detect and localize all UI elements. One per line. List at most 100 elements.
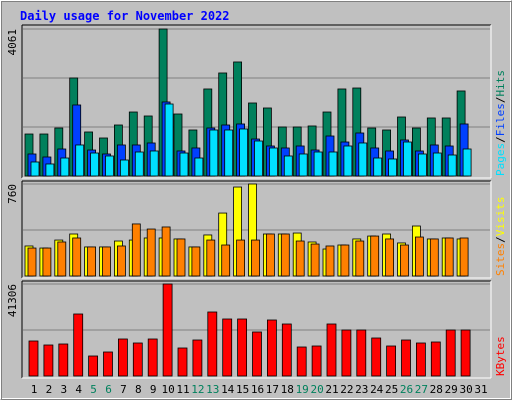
x-tick-label: 24 xyxy=(370,383,384,396)
bar xyxy=(430,341,441,377)
bar xyxy=(254,140,263,177)
bar xyxy=(447,154,457,177)
bar xyxy=(386,345,397,377)
bar xyxy=(102,246,111,277)
bar xyxy=(295,240,305,277)
bar xyxy=(30,161,40,177)
x-tick-label: 29 xyxy=(445,383,458,396)
bar xyxy=(432,152,442,177)
x-tick-label: 30 xyxy=(459,383,472,396)
bar xyxy=(222,318,233,377)
bar xyxy=(75,144,85,177)
bar xyxy=(179,152,189,177)
x-tick-label: 27 xyxy=(415,383,428,396)
bar xyxy=(355,240,365,277)
bar xyxy=(60,157,70,177)
bar xyxy=(281,323,292,377)
legend-entry: Hits xyxy=(494,70,507,97)
bar xyxy=(462,148,472,177)
x-tick-label: 2 xyxy=(46,383,53,396)
x-tick-label: 13 xyxy=(206,383,219,396)
bar xyxy=(57,241,67,277)
x-tick-label: 18 xyxy=(281,383,294,396)
bar xyxy=(265,233,275,277)
bar xyxy=(237,318,248,377)
bar xyxy=(340,244,350,277)
bar xyxy=(209,129,219,177)
bar xyxy=(72,237,82,277)
bar xyxy=(207,311,218,377)
bar xyxy=(236,239,246,277)
bar xyxy=(429,238,439,277)
legend-separator: / xyxy=(494,236,507,243)
bar xyxy=(268,147,278,177)
bar xyxy=(206,239,216,277)
bar xyxy=(266,319,277,377)
bar xyxy=(131,223,141,277)
bar xyxy=(445,329,456,377)
bar xyxy=(401,339,411,377)
legend: Pages/Files/Hits xyxy=(494,70,507,176)
bar xyxy=(194,157,204,177)
bar xyxy=(298,153,308,177)
x-tick-label: 23 xyxy=(355,383,368,396)
bar xyxy=(58,343,69,377)
x-tick-label: 9 xyxy=(150,383,157,396)
bar xyxy=(341,329,352,377)
bar xyxy=(224,129,234,177)
x-tick-label: 1 xyxy=(31,383,38,396)
bar xyxy=(192,339,203,377)
x-tick-label: 7 xyxy=(120,383,127,396)
x-tick-label: 26 xyxy=(400,383,413,396)
bar xyxy=(283,155,293,177)
x-tick-label: 8 xyxy=(135,383,142,396)
bar xyxy=(28,340,39,377)
x-tick-label: 25 xyxy=(385,383,398,396)
bar xyxy=(252,331,262,377)
bar xyxy=(149,150,159,177)
bar xyxy=(373,157,383,177)
legend-entry: Visits xyxy=(494,197,507,237)
bar xyxy=(460,329,471,377)
bar xyxy=(27,247,37,277)
chart-title: Daily usage for November 2022 xyxy=(20,9,230,23)
x-tick-label: 10 xyxy=(161,383,174,396)
x-tick-label: 6 xyxy=(105,383,112,396)
legend-entry: Sites xyxy=(494,243,507,276)
y-tick-label: 4061 xyxy=(6,29,19,56)
bar xyxy=(310,243,320,277)
bar xyxy=(311,345,322,377)
bar xyxy=(118,338,128,377)
legend-separator: / xyxy=(494,97,507,104)
bar xyxy=(239,128,249,177)
bar xyxy=(117,245,126,277)
x-tick-label: 5 xyxy=(90,383,97,396)
bar xyxy=(132,342,143,377)
bar xyxy=(296,346,307,377)
legend: KBytes xyxy=(494,336,507,376)
bar xyxy=(356,329,367,377)
bar xyxy=(385,238,395,277)
x-tick-label: 22 xyxy=(340,383,353,396)
bar xyxy=(42,247,52,277)
bar xyxy=(444,237,454,277)
legend-separator: / xyxy=(494,136,507,143)
bar xyxy=(146,228,156,277)
bar xyxy=(388,158,398,177)
legend-entry: KBytes xyxy=(494,336,507,376)
bar xyxy=(414,236,424,277)
x-tick-label: 19 xyxy=(296,383,309,396)
bar xyxy=(105,155,114,177)
bar xyxy=(417,153,427,177)
bar xyxy=(403,141,412,177)
bar xyxy=(88,355,98,377)
y-tick-label: 760 xyxy=(6,184,19,204)
bar xyxy=(134,151,144,177)
x-tick-label: 4 xyxy=(75,383,82,396)
bar xyxy=(191,246,201,277)
bar xyxy=(87,246,96,277)
bar xyxy=(325,245,335,277)
bar xyxy=(221,244,231,277)
